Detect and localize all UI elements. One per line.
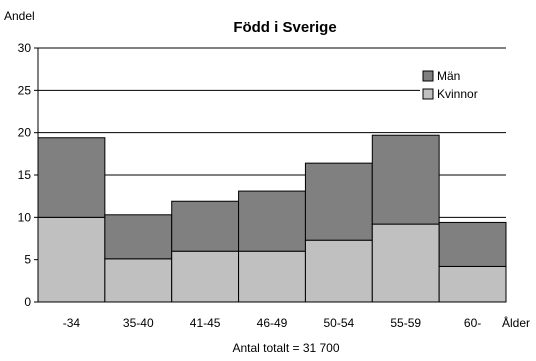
y-tick-label: 0: [24, 295, 31, 309]
bar-män-0: [37, 137, 106, 218]
bar-kvinnor-1: [104, 258, 173, 303]
legend-bg: [420, 85, 510, 103]
x-tick-label: 55-59: [390, 316, 421, 330]
y-axis-label: Andel: [4, 9, 35, 23]
x-tick-label: 60-: [464, 316, 481, 330]
axes: 0 5 10 15 20 25 30 -34 35-40 41-45 46-49 50-54 55-59…: [18, 41, 506, 330]
x-tick-label: 41-45: [190, 316, 221, 330]
y-tick-label: 20: [18, 126, 32, 140]
legend-label-kvinnor: Kvinnor: [437, 87, 478, 101]
bar-kvinnor-3: [238, 250, 306, 303]
y-tick-label: 10: [18, 210, 32, 224]
chart-footnote: Antal totalt = 31 700: [232, 341, 339, 355]
x-tick-label: -34: [63, 316, 81, 330]
x-tick-label: 50-54: [324, 316, 355, 330]
bar-män-4: [304, 162, 373, 241]
bar-män-6: [438, 221, 507, 267]
x-tick-label: 35-40: [123, 316, 154, 330]
bar-kvinnor-2: [171, 250, 240, 303]
bars: [37, 134, 507, 303]
y-tick-label: 25: [18, 83, 32, 97]
bar-kvinnor-0: [37, 216, 106, 303]
legend-swatch-män: [422, 70, 434, 82]
legend-label-män: Män: [437, 69, 460, 83]
y-tick-label: 30: [18, 41, 32, 55]
y-tick-label: 15: [18, 168, 32, 182]
bar-kvinnor-4: [304, 239, 373, 303]
bar-män-3: [238, 190, 306, 252]
bar-män-5: [371, 134, 440, 225]
y-tick-label: 5: [24, 253, 31, 267]
bar-kvinnor-5: [371, 223, 440, 303]
chart-title: Född i Sverige: [233, 19, 336, 36]
legend-swatch-kvinnor: [422, 88, 434, 100]
x-axis-label: Ålder: [502, 315, 530, 330]
bar-kvinnor-6: [438, 265, 507, 303]
legend-bg: [420, 67, 510, 85]
x-tick-label: 46-49: [257, 316, 288, 330]
bar-män-2: [171, 200, 240, 252]
bar-män-1: [104, 214, 173, 260]
legend: Män Kvinnor: [420, 67, 510, 103]
